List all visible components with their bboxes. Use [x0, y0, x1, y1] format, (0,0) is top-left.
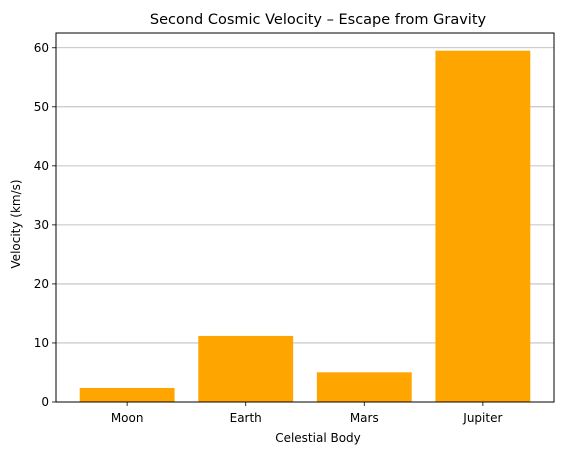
- y-axis: 0 10 20 30 40 50 60: [34, 41, 56, 409]
- x-tick-label: Moon: [111, 411, 144, 425]
- plot-frame: [55, 32, 555, 403]
- y-tick-label: 50: [34, 100, 49, 114]
- y-tick-label: 40: [34, 159, 49, 173]
- y-axis-label: Velocity (km/s): [9, 179, 23, 268]
- y-tick-label: 20: [34, 277, 49, 291]
- bar-mars: [316, 372, 412, 402]
- y-tick-label: 30: [34, 218, 49, 232]
- bar-moon: [79, 387, 175, 402]
- x-axis: Moon Earth Mars Jupiter: [111, 402, 502, 425]
- x-tick-label: Mars: [350, 411, 379, 425]
- bar-earth: [198, 335, 294, 402]
- x-tick-label: Earth: [230, 411, 262, 425]
- chart-title: Second Cosmic Velocity – Escape from Gra…: [150, 12, 487, 28]
- y-tick-label: 10: [34, 336, 49, 350]
- gridlines: [56, 47, 554, 403]
- bars: [79, 50, 531, 402]
- bar-jupiter: [435, 50, 531, 402]
- x-tick-label: Jupiter: [462, 411, 502, 425]
- y-tick-label: 60: [34, 41, 49, 55]
- x-axis-label: Celestial Body: [275, 431, 361, 445]
- y-tick-label: 0: [41, 395, 49, 409]
